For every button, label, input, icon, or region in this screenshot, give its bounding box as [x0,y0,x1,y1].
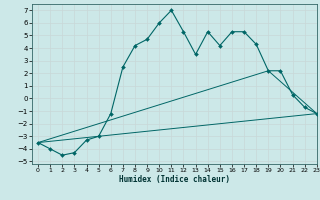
X-axis label: Humidex (Indice chaleur): Humidex (Indice chaleur) [119,175,230,184]
